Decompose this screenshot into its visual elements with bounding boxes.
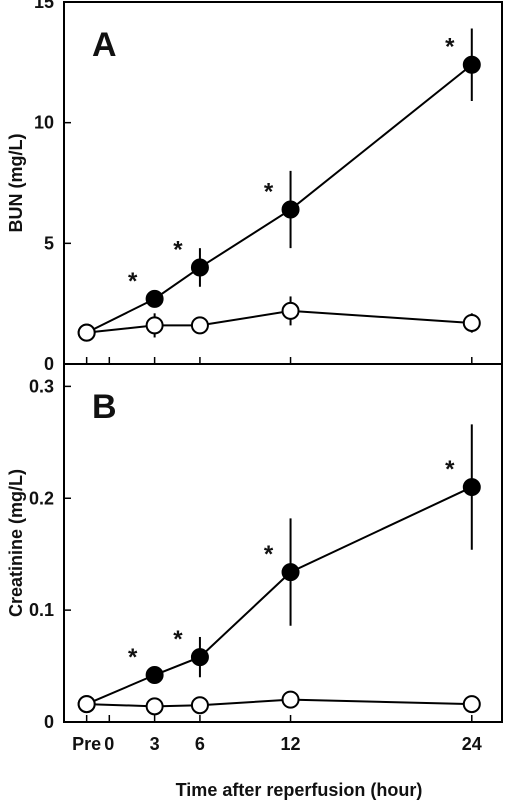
panel-a-ytick-label-1: 5 [44,233,54,253]
panel-a-series-filled-line [86,63,473,334]
panel-b-series-filled-significance-1: * [128,644,138,671]
panel-a-series-filled-significance-2: * [173,236,183,263]
panel-a-series-filled-significance-3: * [264,179,274,206]
panel-b-series-filled-point-1 [145,666,164,685]
panel-a-series-filled-point-3 [281,200,300,219]
panel-a-ytick-label-0: 0 [44,354,54,374]
x-tick-label-4: 12 [281,734,301,754]
panel-b-series-open-line [86,698,472,708]
panel-a-series-filled-point-4 [462,55,481,74]
panel-b-series-filled-point-3 [281,563,300,582]
panel-b-series-filled-significance-3: * [264,541,274,568]
panel-a-series-open-point-2 [190,316,209,335]
panel-a-series-open-point-1 [145,316,164,335]
panel-b-series-filled-point-4 [462,478,481,497]
panel-a-series-open-point-4 [462,313,481,332]
panel-b-ytick-label-3: 0.3 [29,376,54,396]
panel-a-ytick-label-2: 10 [34,113,54,133]
panel-b-series-open-point-1 [145,697,164,716]
panel-a-series-open-point-3 [281,301,300,320]
panel-b-series-open-point-2 [190,696,209,715]
panel-a-series-filled-point-1 [145,289,164,308]
panel-b-letter: B [92,388,117,426]
panel-b-series-filled-point-2 [190,648,209,667]
panel-b-series-filled-significance-2: * [173,626,183,653]
panel-b-ytick-label-1: 0.1 [29,600,54,620]
x-tick-label-2: 3 [150,734,160,754]
panel-b-ytick-label-0: 0 [44,712,54,732]
panel-a-series-open-point-0 [77,323,96,342]
panel-a-series-filled-significance-1: * [128,268,138,295]
panel-b-series-open-point-0 [77,695,96,714]
panel-b-frame [63,363,503,723]
x-tick-label-1: 0 [104,734,114,754]
panel-a-series-filled-point-2 [190,258,209,277]
x-tick-label-0: Pre [72,734,101,754]
x-tick-label-5: 24 [462,734,482,754]
panel-a-ytick-label-3: 15 [34,0,54,12]
panel-b-y-axis-title: Creatinine (mg/L) [6,469,26,617]
panel-a-y-axis-title: BUN (mg/L) [6,134,26,233]
panel-b-series-filled-line [86,486,473,706]
panel-a-series-filled-significance-4: * [445,34,455,61]
panel-b-series-open-point-3 [281,690,300,709]
x-axis-title: Time after reperfusion (hour) [176,780,423,800]
panel-b-ytick-label-2: 0.2 [29,488,54,508]
x-tick-label-3: 6 [195,734,205,754]
panel-b-series-filled-significance-4: * [445,456,455,483]
panel-a-series-open-line [86,309,472,334]
panel-b-series-open-point-4 [462,695,481,714]
panel-a-letter: A [92,26,117,64]
